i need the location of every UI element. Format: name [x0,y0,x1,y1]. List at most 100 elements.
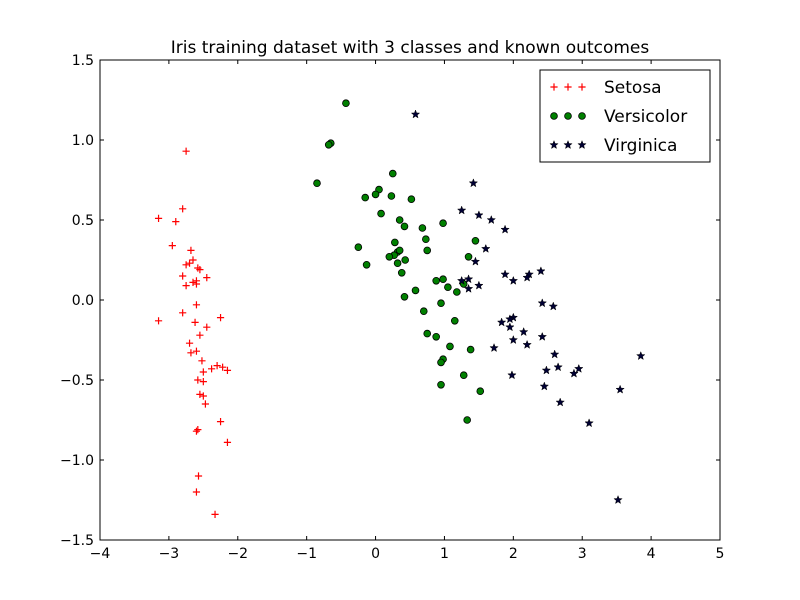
virginica-point [553,362,563,372]
versicolor-point [385,252,394,261]
virginica-point [555,397,565,407]
setosa-point [199,392,207,400]
virginica-point [470,256,481,266]
versicolor-point [437,358,445,367]
legend-setosa-marker [578,83,586,91]
versicolor-point [388,169,397,178]
versicolor-point [444,283,452,292]
setosa-point [189,278,197,286]
legend: Setosa Versicolor Virginica [539,69,711,163]
setosa-point [223,366,232,374]
versicolor-point [476,387,485,396]
ticks-layer: −4 −3 −2 −1 0 1 2 3 4 5 1.5 1.0 0.5 0.0 −0.5 −1.0 −1.5 [60,53,724,562]
setosa-point [185,259,194,267]
versicolor-point [313,179,321,188]
setosa-point [187,246,195,254]
setosa-point [187,349,195,357]
versicolor-point [362,260,371,269]
virginica-point [481,243,491,253]
setosa-point [189,256,197,264]
setosa-point [211,510,219,518]
setosa-point [179,309,187,317]
setosa-point [194,472,203,480]
setosa-point [172,218,180,226]
virginica-point [474,210,484,220]
versicolor-point [397,268,406,277]
versicolor-point [432,276,440,285]
setosa-point [199,368,207,376]
versicolor-point [387,192,396,200]
setosa-point [203,323,211,331]
setosa-point [216,418,225,426]
setosa-point [219,363,227,371]
virginica-point [474,280,484,290]
versicolor-point [324,141,333,149]
virginica-point [496,317,507,327]
setosa-point [203,274,211,282]
y-tick-label: 1.5 [72,53,94,69]
virginica-point [456,275,467,285]
x-tick-label: 5 [716,546,725,562]
virginica-point [536,266,546,276]
setosa-point [196,266,204,274]
versicolor-point [450,316,459,325]
versicolor-point [342,99,350,107]
setosa-point [199,378,207,386]
virginica-point [522,272,532,282]
chart-title: Iris training dataset with 3 classes and… [171,38,650,58]
virginica-point [410,109,421,119]
versicolor-point [419,307,428,316]
setosa-point [182,282,190,290]
versicolor-point [395,216,404,224]
setosa-point [192,488,201,496]
setosa-point [213,362,221,370]
legend-virginica-marker [549,139,559,150]
versicolor-point [401,256,409,264]
x-tick-label: 0 [371,546,380,562]
x-tick-label: −2 [227,546,248,562]
virginica-point [456,205,467,215]
versicolor-point [463,416,471,424]
setosa-point [223,438,232,446]
legend-label-setosa: Setosa [604,78,662,98]
versicolor-point [439,219,447,228]
setosa-point [182,261,190,269]
points-layer [154,99,646,518]
versicolor-point [354,243,363,252]
virginica-point [508,334,519,345]
versicolor-point [407,195,416,204]
x-tick-label: −4 [90,546,111,562]
versicolor-point [471,237,480,245]
versicolor-point [391,238,399,247]
versicolor-point [400,292,409,301]
versicolor-point [411,286,420,295]
versicolor-point [423,329,432,338]
virginica-point [500,269,510,279]
x-tick-label: 4 [647,546,656,562]
legend-setosa-marker [564,83,572,91]
virginica-point [505,314,515,324]
versicolor-point [453,288,461,296]
setosa-point [168,242,176,250]
virginica-point [463,274,474,284]
virginica-point [489,342,499,353]
versicolor-point [446,342,454,351]
virginica-point [549,349,560,359]
virginica-point [584,418,594,428]
x-tick-label: 2 [509,546,518,562]
setosa-point [179,205,187,213]
y-tick-label: −1.0 [60,453,94,469]
virginica-point [537,331,548,341]
virginica-point [539,381,550,391]
virginica-point [615,384,625,394]
versicolor-point [393,259,402,268]
legend-setosa-marker [550,83,558,91]
setosa-point [192,280,201,288]
x-tick-label: 3 [578,546,587,562]
virginica-point [507,370,517,380]
x-tick-label: −1 [296,546,317,562]
virginica-point [537,298,548,308]
legend-virginica-marker [577,139,587,150]
setosa-point [216,314,225,322]
